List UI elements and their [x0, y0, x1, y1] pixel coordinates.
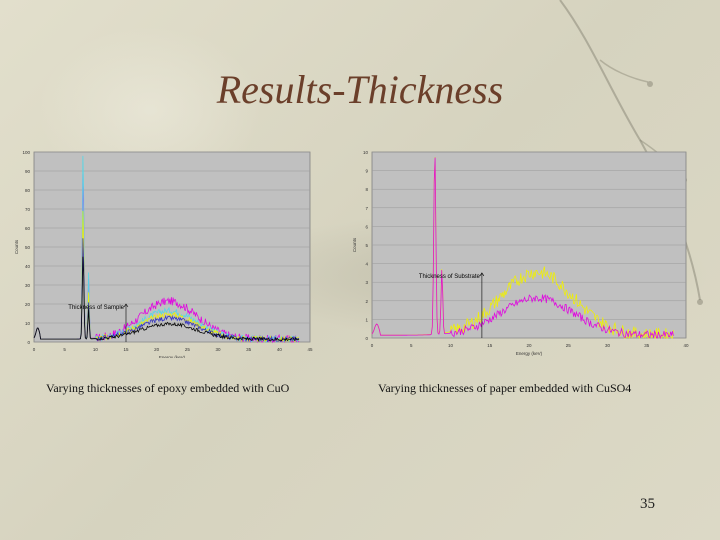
- y-tick-label: 30: [25, 283, 31, 288]
- x-tick-label: 45: [307, 347, 313, 352]
- caption-left: Varying thicknesses of epoxy embedded wi…: [46, 381, 290, 395]
- y-axis-label: Counts: [352, 237, 357, 252]
- y-tick-label: 20: [25, 302, 31, 307]
- y-tick-label: 2: [365, 299, 368, 304]
- y-tick-label: 50: [25, 245, 31, 250]
- y-axis-label: Counts: [14, 239, 19, 254]
- annotation-arrowhead: [123, 303, 129, 308]
- x-tick-label: 10: [93, 347, 99, 352]
- y-tick-label: 10: [25, 321, 31, 326]
- annotation-label: Thickness of Sample: [68, 305, 124, 311]
- x-tick-label: 30: [605, 343, 611, 348]
- y-tick-label: 1: [365, 317, 368, 322]
- x-tick-label: 35: [644, 343, 650, 348]
- series-line-magenta: [371, 157, 674, 340]
- x-axis-label: Energy (keV): [159, 355, 186, 358]
- y-tick-label: 10: [363, 150, 369, 155]
- y-tick-label: 9: [365, 169, 368, 174]
- x-tick-label: 5: [63, 347, 66, 352]
- x-tick-label: 40: [683, 343, 689, 348]
- chart-right-svg: 0 1 2 3 4 5 6 7 8 9 10 0 5 10 15 20 25 30 35 40 Energy (keV)…: [352, 150, 689, 356]
- y-tick-label: 7: [365, 206, 368, 211]
- x-tick-label: 5: [410, 343, 413, 348]
- caption-right: Varying thicknesses of paper embedded wi…: [378, 381, 632, 395]
- x-tick-label: 25: [185, 347, 191, 352]
- x-axis-label: Energy (keV): [516, 351, 543, 356]
- x-tick-label: 20: [154, 347, 160, 352]
- y-tick-label: 40: [25, 264, 31, 269]
- y-tick-label: 8: [365, 187, 368, 192]
- y-tick-label: 60: [25, 226, 31, 231]
- y-tick-label: 100: [22, 150, 30, 155]
- x-tick-label: 15: [487, 343, 493, 348]
- x-tick-label: 25: [566, 343, 572, 348]
- x-tick-label: 35: [246, 347, 252, 352]
- x-tick-label: 0: [371, 343, 374, 348]
- x-tick-label: 20: [526, 343, 532, 348]
- y-tick-label: 0: [365, 336, 368, 341]
- y-tick-label: 3: [365, 280, 368, 285]
- chart-left: 0 10 20 30 40 50 60 70 80 90 100 0 5 10 15 20 25 30 35 40 45…: [14, 146, 324, 360]
- y-tick-label: 5: [365, 243, 368, 248]
- series-line-black: [33, 256, 300, 343]
- page-number: 35: [640, 496, 655, 512]
- y-tick-label: 70: [25, 207, 31, 212]
- y-tick-label: 4: [365, 262, 368, 267]
- x-tick-label: 15: [123, 347, 129, 352]
- y-tick-label: 6: [365, 224, 368, 229]
- y-tick-label: 80: [25, 188, 31, 193]
- y-tick-label: 90: [25, 169, 31, 174]
- chart-left-svg: 0 10 20 30 40 50 60 70 80 90 100 0 5 10 15 20 25 30 35 40 45…: [14, 150, 313, 360]
- x-tick-label: 10: [448, 343, 454, 348]
- slide-title: Results-Thickness: [216, 67, 504, 112]
- x-tick-label: 40: [277, 347, 283, 352]
- x-tick-label: 30: [215, 347, 221, 352]
- y-tick-label: 0: [27, 340, 30, 345]
- chart-right: 0 1 2 3 4 5 6 7 8 9 10 0 5 10 15 20 25 30 35 40 Energy (keV)…: [352, 146, 696, 358]
- x-tick-label: 0: [33, 347, 36, 352]
- annotation-arrowhead: [479, 272, 485, 277]
- annotation-label: Thickness of Substrate: [419, 274, 481, 280]
